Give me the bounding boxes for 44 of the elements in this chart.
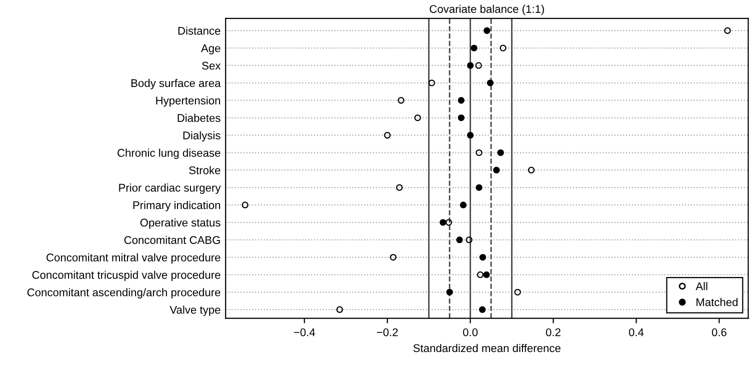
y-tick-label: Primary indication <box>133 200 220 212</box>
y-tick-label: Concomitant ascending/arch procedure <box>27 288 220 298</box>
x-tick-label: −0.2 <box>376 328 398 336</box>
point <box>484 27 490 34</box>
y-tick-label: Age <box>200 44 220 54</box>
point <box>497 149 504 156</box>
y-tick-label: Concomitant tricuspid valve procedure <box>32 270 220 282</box>
point <box>446 288 453 296</box>
y-tick-label: Prior cardiac surgery <box>119 184 221 194</box>
y-tick-label: Body surface area <box>131 78 221 90</box>
y-tick-label: Dialysis <box>183 131 220 142</box>
point <box>466 62 474 69</box>
x-tick-label: 0.4 <box>628 328 644 336</box>
legend-label: Matched <box>696 298 738 306</box>
x-tick-label: 0.6 <box>712 328 726 336</box>
x-tick-label: −0.4 <box>294 328 316 336</box>
y-tick-label: Sex <box>202 62 221 70</box>
point <box>460 202 467 208</box>
legend-label: All <box>696 282 708 290</box>
point <box>479 306 486 313</box>
point <box>476 184 482 191</box>
point <box>483 271 490 278</box>
point <box>456 236 463 244</box>
point <box>458 97 465 104</box>
point <box>493 166 500 174</box>
point <box>440 219 446 226</box>
y-tick-label: Operative status <box>140 218 220 229</box>
x-tick-label: 0.2 <box>546 328 560 336</box>
point <box>458 114 465 122</box>
y-tick-label: Concomitant CABG <box>124 236 220 244</box>
chart-title: Covariate balance (1:1) <box>430 4 544 16</box>
y-tick-label: Distance <box>178 26 220 35</box>
point <box>486 80 494 86</box>
point <box>470 44 478 52</box>
x-axis-title: Standardized mean difference <box>413 344 560 352</box>
y-tick-label: Valve type <box>170 306 220 316</box>
y-tick-label: Diabetes <box>178 114 220 122</box>
y-tick-label: Chronic lung disease <box>118 148 220 159</box>
y-tick-label: Hypertension <box>156 96 220 107</box>
y-tick-label: Stroke <box>189 166 220 174</box>
x-tick-label: 0.0 <box>463 328 478 336</box>
point <box>466 132 474 139</box>
y-tick-label: Concomitant mitral valve procedure <box>46 253 220 264</box>
point <box>479 254 486 261</box>
